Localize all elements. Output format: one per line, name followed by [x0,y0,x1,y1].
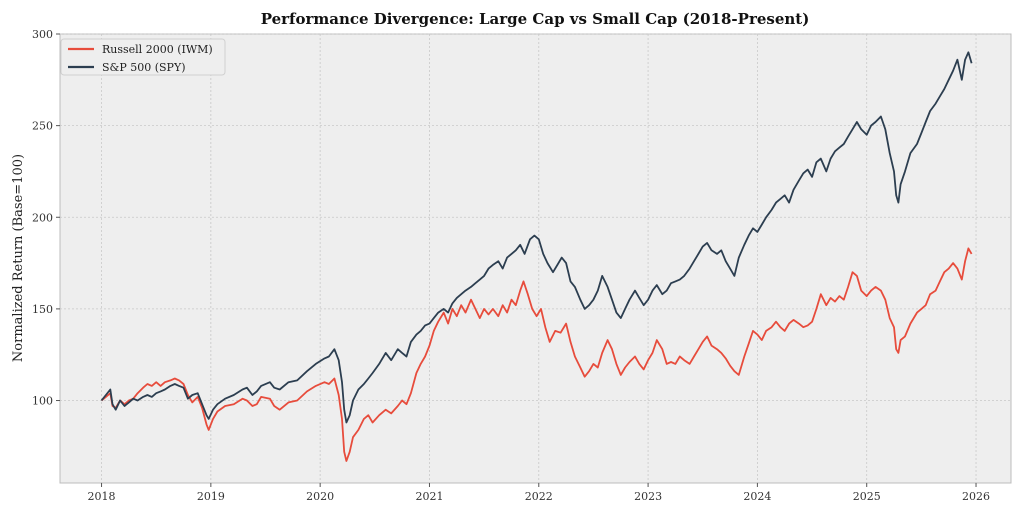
grid-lines [60,33,1011,483]
x-tick-label: 2021 [415,490,443,503]
x-axis: 2018 2019 2020 2021 2022 2023 2024 2025 2026 [88,483,990,503]
legend-label-spy: S&P 500 (SPY) [102,61,186,74]
x-tick-label: 2024 [743,490,771,503]
y-tick-label: 200 [32,211,53,224]
y-tick-label: 100 [32,395,53,408]
x-tick-label: 2019 [197,490,225,503]
x-tick-label: 2023 [634,490,662,503]
chart-title: Performance Divergence: Large Cap vs Sma… [261,10,810,28]
y-tick-label: 250 [32,120,53,133]
x-tick-label: 2022 [525,490,553,503]
legend-box [60,38,226,76]
x-tick-label: 2025 [853,490,881,503]
plot-area [59,33,1012,484]
x-tick-label: 2020 [306,490,334,503]
series-line-russell-2000 [100,247,973,462]
series-group [100,51,973,462]
x-tick-label: 2026 [962,490,990,503]
series-line-sp-500 [100,51,973,424]
y-axis-label: Normalized Return (Base=100) [11,154,26,362]
legend-label-russell: Russell 2000 (IWM) [102,43,213,56]
legend: Russell 2000 (IWM) S&P 500 (SPY) [60,38,226,76]
y-axis: 100 150 200 250 300 [32,28,60,408]
x-tick-label: 2018 [88,490,116,503]
y-tick-label: 300 [32,28,53,41]
y-tick-label: 150 [32,303,53,316]
